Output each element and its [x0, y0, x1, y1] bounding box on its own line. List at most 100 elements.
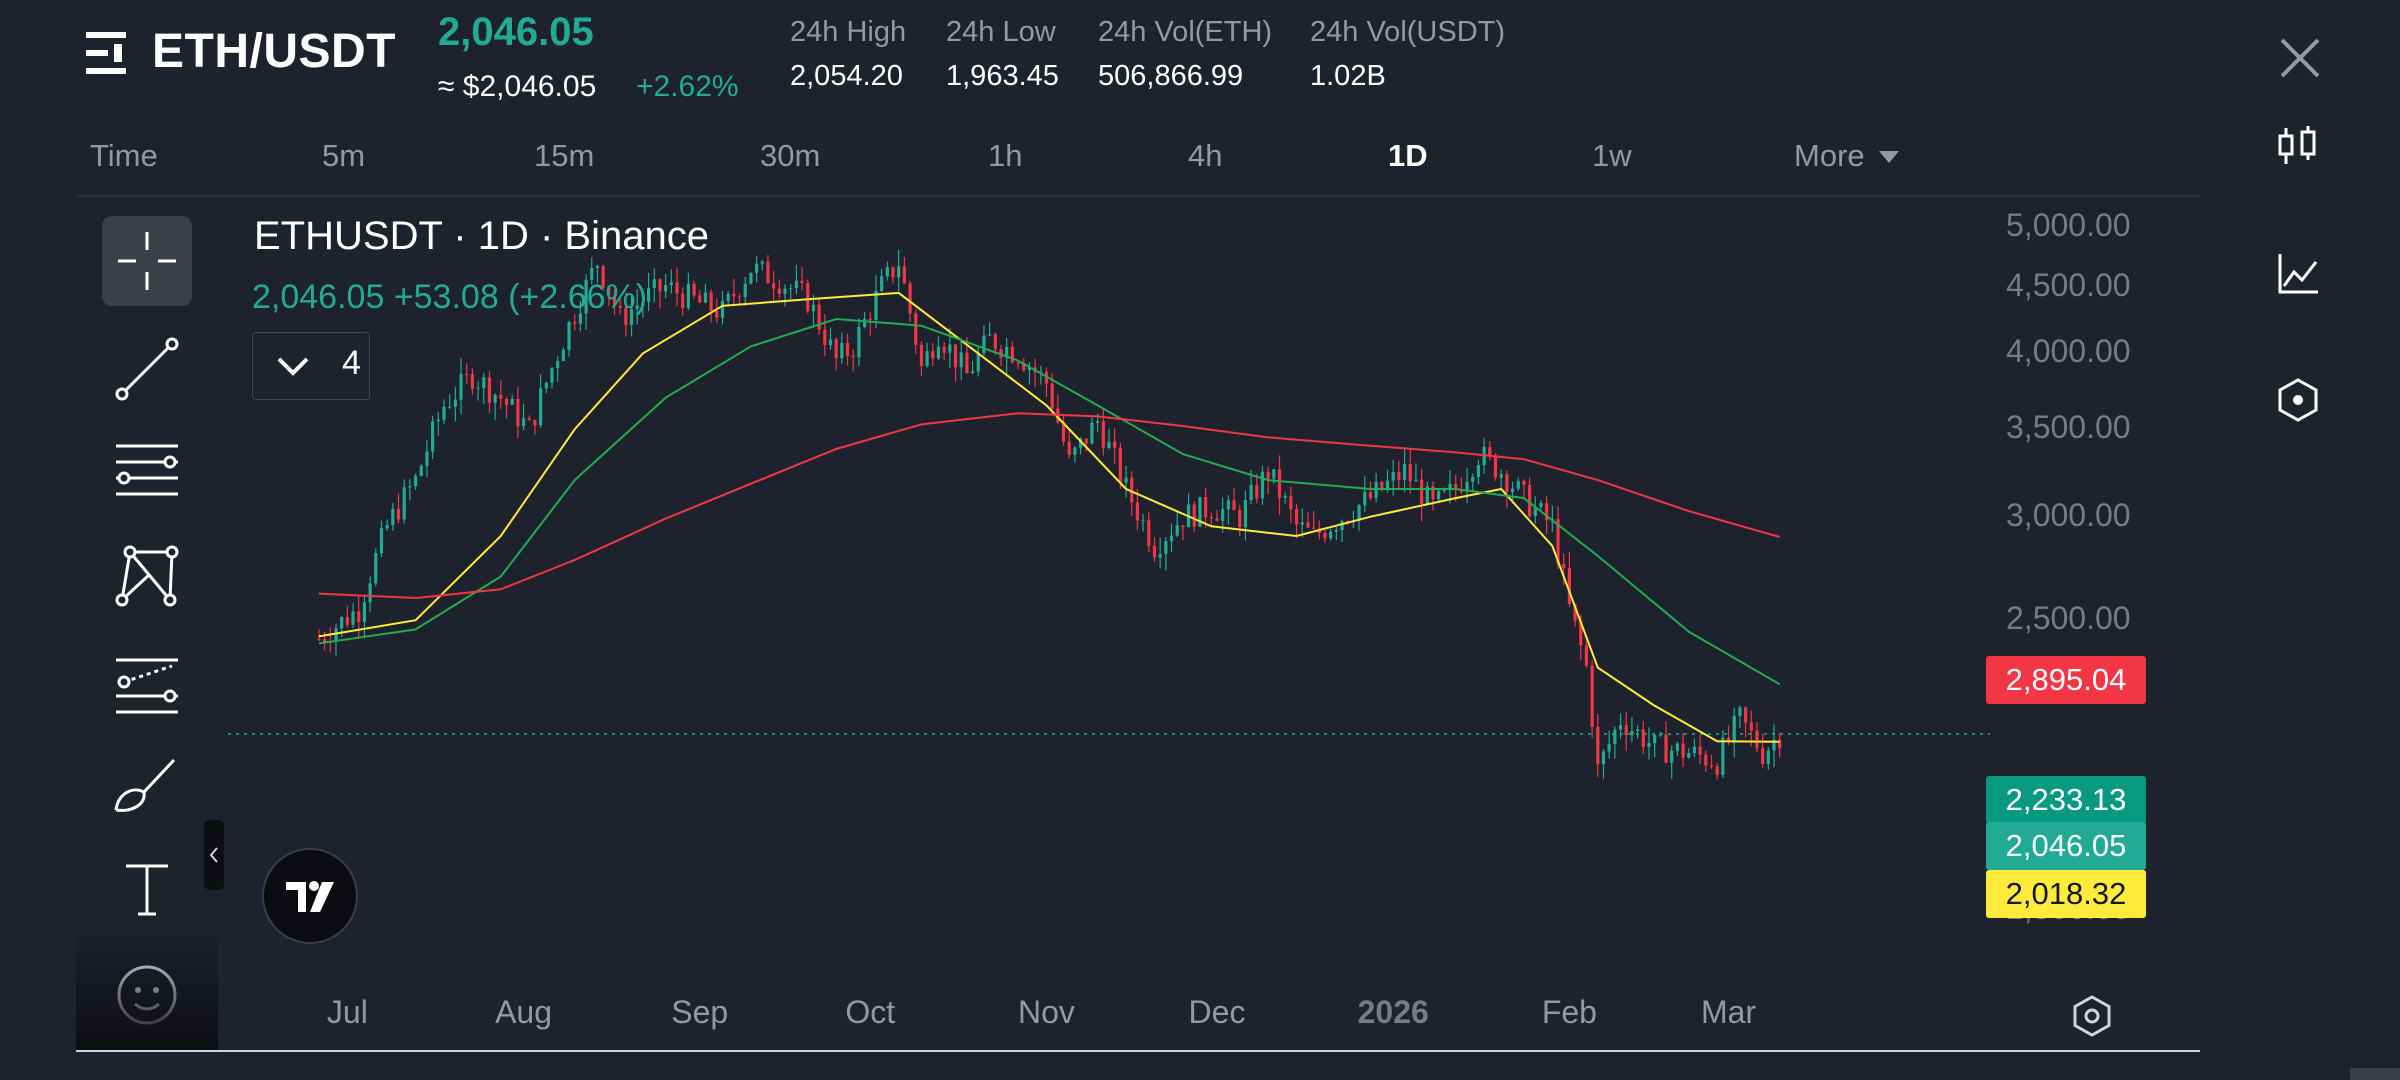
tab-more[interactable]: More [1794, 138, 1900, 174]
candle-body [362, 602, 367, 622]
candle-body [942, 346, 946, 353]
candle-body [1522, 480, 1526, 485]
pair-title[interactable]: ETH/USDT [152, 25, 396, 78]
candle-body [317, 638, 321, 640]
candle-body [1590, 665, 1594, 727]
candle-body [1408, 464, 1412, 482]
candle-body [823, 329, 827, 346]
pattern-tool[interactable] [102, 530, 192, 620]
candle-body [504, 398, 509, 405]
candle-body [1192, 504, 1196, 527]
interval-divider [76, 195, 2200, 197]
text-tool[interactable] [102, 842, 192, 932]
candle-body [425, 451, 429, 466]
candlestick-icon[interactable] [2276, 124, 2320, 168]
candle-body [1289, 496, 1293, 510]
candle-body [1067, 441, 1071, 455]
candle-body [1499, 474, 1503, 478]
stat-vol-eth-label: 24h Vol(ETH) [1098, 16, 1273, 48]
candle-body [1437, 490, 1441, 500]
candle-body [385, 524, 389, 529]
candle-body [493, 394, 497, 403]
candle-body [772, 283, 776, 289]
candle-body [345, 617, 349, 625]
candle-body [1772, 739, 1776, 751]
candle-body [715, 310, 719, 318]
candle-body [1243, 500, 1248, 528]
close-icon[interactable] [2276, 34, 2324, 82]
ma_long-line [318, 412, 1780, 600]
candle-body [1743, 707, 1748, 723]
stat-low-value: 1,963.45 [946, 60, 1059, 92]
candle-body [1596, 726, 1600, 765]
candle-body [624, 307, 628, 325]
tab-30m[interactable]: 30m [760, 138, 821, 173]
candle-body [703, 292, 708, 303]
tab-1w[interactable]: 1w [1592, 138, 1632, 173]
trendline-tool[interactable] [102, 324, 192, 414]
candle-body [1692, 746, 1697, 753]
candle-body [1601, 751, 1606, 765]
candle-body [1050, 383, 1054, 409]
candle-body [1010, 346, 1014, 363]
candle-body [800, 280, 804, 283]
candle-body [1755, 730, 1759, 749]
candle-body [794, 280, 798, 289]
y-tick-label: 5,000.00 [2006, 206, 2131, 243]
tab-1d[interactable]: 1D [1388, 138, 1428, 173]
y-tick-label: 3,000.00 [2006, 496, 2131, 533]
candle-body [1101, 421, 1105, 449]
tab-5m[interactable]: 5m [322, 138, 366, 173]
brush-tool[interactable] [102, 742, 192, 832]
x-tick-label: Feb [1541, 994, 1597, 1030]
price-label-badge: 2,018.32 [1986, 870, 2146, 918]
candle-body [1726, 737, 1731, 741]
price-usd: ≈ $2,046.05 [438, 70, 597, 103]
indicator-count: 4 [342, 344, 361, 382]
candle-body [948, 344, 952, 353]
candle-body [1584, 645, 1589, 666]
candle-body [1380, 482, 1384, 490]
candle-body [1107, 441, 1111, 449]
indicators-icon[interactable] [2276, 252, 2320, 296]
candle-body [868, 318, 872, 321]
candle-body [652, 279, 656, 289]
candle-body [1476, 464, 1481, 477]
candle-body [1078, 438, 1083, 448]
indicators-toggle[interactable] [252, 332, 370, 400]
tradingview-logo[interactable] [262, 848, 358, 944]
crosshair-tool[interactable] [102, 216, 192, 306]
candle-body [601, 265, 605, 288]
candle-body [527, 418, 531, 420]
tab-15m[interactable]: 15m [534, 138, 595, 173]
candle-body [1539, 503, 1543, 507]
candle-body [1681, 743, 1685, 758]
candle-body [1778, 739, 1782, 749]
candle-body [720, 300, 725, 318]
candle-body [874, 290, 878, 321]
candle-body [453, 399, 457, 407]
chart-settings-icon[interactable] [2070, 994, 2114, 1038]
tab-time[interactable]: Time [90, 138, 158, 173]
chart-legend-price: 2,046.05 +53.08 (+2.66%) [252, 278, 648, 316]
projection-tool[interactable] [102, 636, 192, 726]
candle-body [431, 421, 435, 452]
candle-body [1613, 729, 1617, 744]
candle-body [965, 352, 969, 374]
settings-hex-icon[interactable] [2276, 378, 2320, 422]
candle-body [749, 272, 753, 284]
candle-body [1567, 567, 1571, 604]
menu-icon[interactable] [86, 32, 132, 74]
candle-body [1226, 500, 1230, 510]
candle-body [396, 509, 401, 520]
candle-body [1675, 743, 1679, 751]
candle-body [1647, 743, 1651, 747]
candle-body [1607, 743, 1611, 752]
candle-body [561, 349, 565, 362]
candle-body [1090, 422, 1094, 444]
tab-1h[interactable]: 1h [988, 138, 1023, 173]
tab-4h[interactable]: 4h [1188, 138, 1223, 173]
collapse-toolbar-handle[interactable] [204, 820, 224, 890]
fib-retracement-tool[interactable] [102, 424, 192, 514]
